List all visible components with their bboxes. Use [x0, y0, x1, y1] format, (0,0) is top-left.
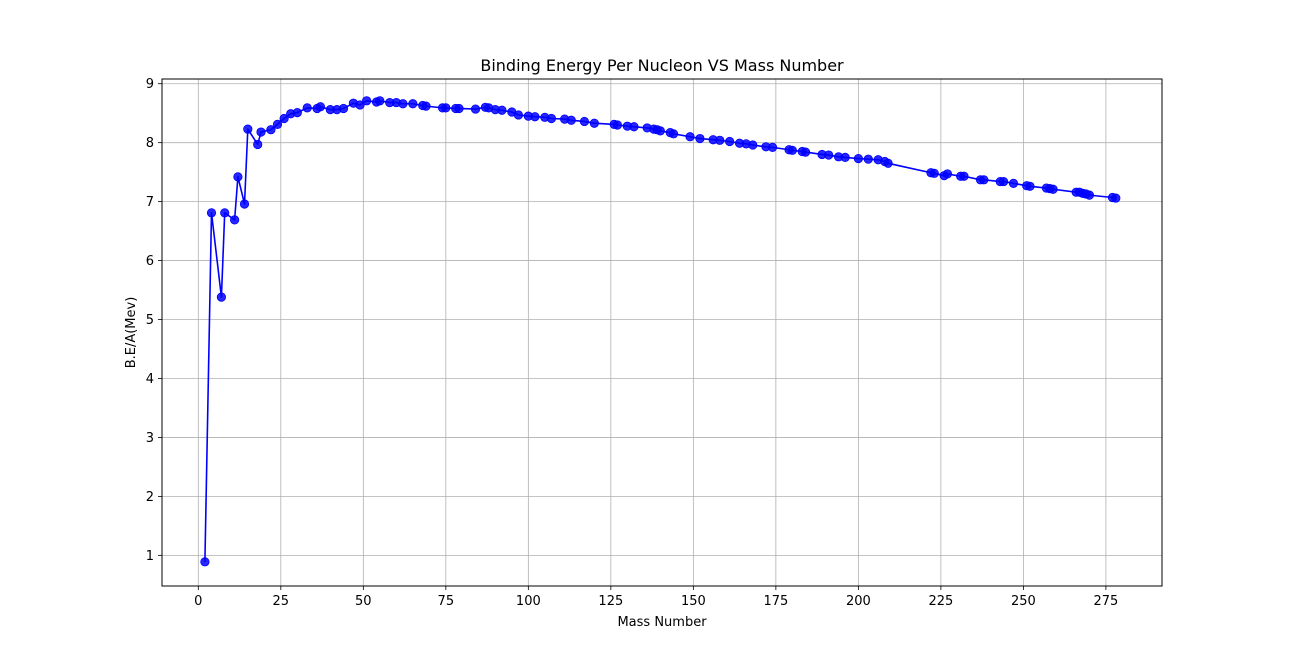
data-point	[715, 135, 725, 145]
data-point	[883, 158, 893, 168]
data-point	[441, 103, 451, 113]
x-tick-label: 150	[681, 594, 706, 609]
data-point	[546, 113, 557, 124]
data-point	[233, 172, 243, 182]
data-point	[1084, 190, 1094, 200]
data-point	[629, 122, 639, 132]
y-tick-label: 5	[146, 313, 154, 328]
data-point	[655, 126, 665, 136]
data-point	[220, 208, 230, 218]
data-point	[998, 176, 1009, 187]
data-point	[748, 140, 758, 150]
y-tick-label: 6	[146, 254, 154, 269]
data-point	[1008, 178, 1019, 188]
data-point	[230, 215, 240, 225]
data-point	[579, 116, 590, 127]
data-point	[695, 133, 705, 144]
data-point	[470, 104, 481, 114]
x-tick-label: 25	[273, 594, 290, 609]
data-point	[243, 124, 253, 134]
data-point	[767, 142, 778, 152]
x-tick-label: 250	[1011, 594, 1036, 609]
data-point	[942, 169, 953, 179]
y-tick-label: 1	[146, 549, 154, 564]
data-point	[612, 120, 623, 130]
data-point	[272, 119, 283, 129]
x-tick-label: 100	[516, 594, 541, 609]
data-point	[530, 112, 540, 122]
data-point	[1025, 181, 1035, 191]
x-tick-label: 0	[194, 594, 202, 609]
data-point	[355, 100, 365, 110]
data-point	[315, 102, 326, 112]
x-tick-label: 50	[355, 594, 372, 609]
data-point	[408, 99, 418, 109]
y-axis-label: B.E/A(Mev)	[124, 297, 139, 369]
x-tick-label: 225	[928, 594, 953, 609]
data-point	[800, 147, 811, 157]
data-point	[668, 129, 679, 139]
data-point	[725, 136, 735, 147]
data-point	[853, 153, 863, 164]
y-tick-label: 8	[146, 136, 154, 151]
data-point	[824, 150, 834, 160]
data-point	[513, 110, 524, 120]
data-point	[239, 199, 250, 209]
data-point	[454, 103, 464, 114]
data-series	[200, 96, 1121, 567]
data-point	[566, 115, 576, 125]
data-point	[266, 125, 276, 135]
data-point	[929, 168, 939, 178]
data-point	[200, 557, 210, 567]
data-point	[338, 103, 349, 114]
data-point	[206, 208, 217, 218]
chart-title: Binding Energy Per Nucleon VS Mass Numbe…	[480, 56, 844, 75]
data-point	[362, 96, 372, 106]
data-point	[959, 171, 969, 181]
data-point	[302, 103, 312, 113]
data-point	[256, 127, 266, 137]
axis-ticks: 0 25 50 75 100 125 150 175 200 225 250 275 1 2 3 4 5 6 7 8 9	[146, 77, 1119, 609]
y-tick-label: 7	[146, 195, 154, 210]
y-tick-label: 9	[146, 77, 154, 92]
data-point	[979, 175, 989, 185]
data-point	[279, 113, 289, 124]
y-tick-label: 3	[146, 431, 154, 446]
data-point	[421, 101, 431, 111]
data-point	[840, 152, 850, 163]
data-point	[589, 118, 599, 128]
x-tick-label: 125	[598, 594, 623, 609]
y-tick-label: 4	[146, 372, 154, 387]
data-point	[497, 105, 507, 115]
data-point	[292, 108, 302, 118]
x-axis-label: Mass Number	[617, 615, 707, 630]
data-point	[787, 145, 797, 155]
plot-frame	[161, 78, 1163, 587]
data-point	[685, 132, 695, 142]
data-point	[1111, 193, 1121, 203]
x-tick-label: 75	[438, 594, 455, 609]
data-point	[1048, 184, 1058, 194]
grid	[162, 79, 1162, 586]
data-point	[398, 99, 408, 109]
x-tick-label: 175	[763, 594, 788, 609]
x-tick-label: 200	[846, 594, 871, 609]
data-point	[863, 154, 873, 164]
data-point	[253, 139, 263, 150]
data-point	[216, 292, 227, 302]
y-tick-label: 2	[146, 490, 154, 505]
data-point	[375, 96, 385, 106]
x-tick-label: 275	[1093, 594, 1118, 609]
